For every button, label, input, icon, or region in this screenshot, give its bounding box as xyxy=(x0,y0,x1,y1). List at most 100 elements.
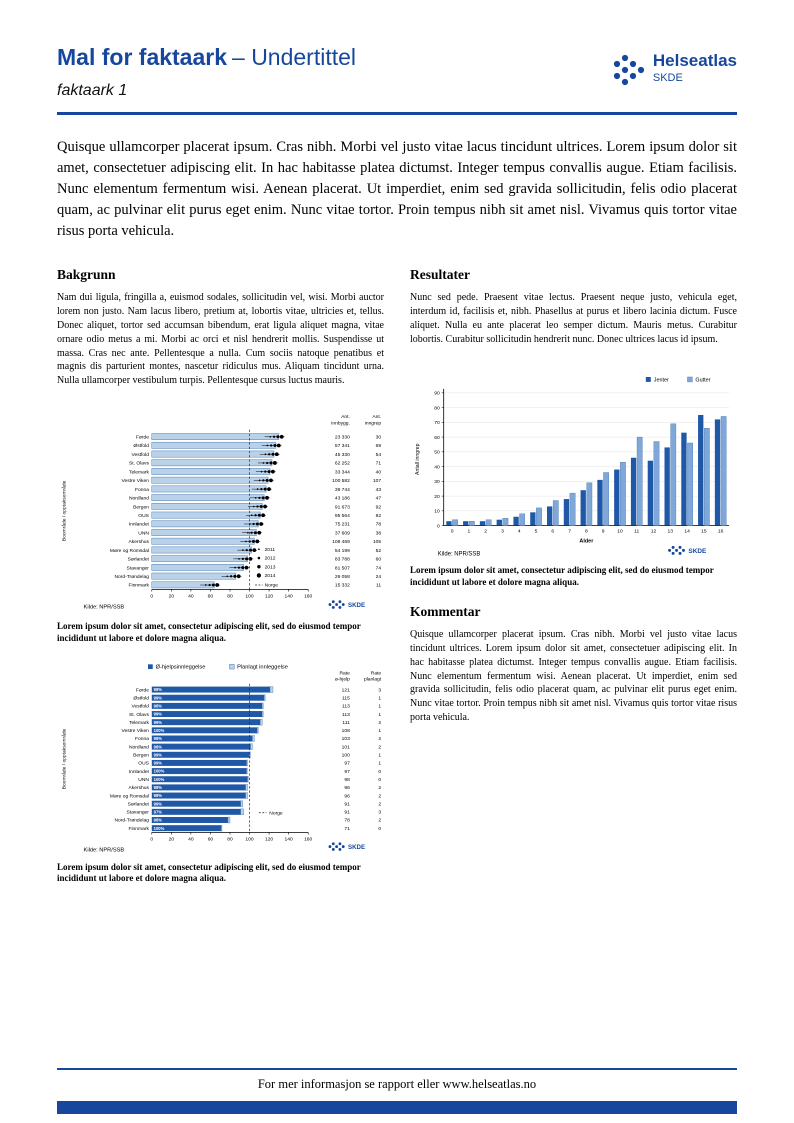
svg-text:innbygg.: innbygg. xyxy=(331,420,350,426)
svg-text:100%: 100% xyxy=(154,825,165,830)
svg-text:SKDE: SKDE xyxy=(688,547,707,554)
svg-text:2014: 2014 xyxy=(265,573,276,579)
bakgrunn-paragraph: Nam dui ligula, fringilla a, euismod sod… xyxy=(57,292,384,387)
svg-text:20: 20 xyxy=(434,493,440,499)
svg-text:1: 1 xyxy=(468,528,471,534)
svg-text:St. Olavs: St. Olavs xyxy=(129,711,149,717)
svg-text:10: 10 xyxy=(434,508,440,514)
svg-text:Planlagt innleggelse: Planlagt innleggelse xyxy=(237,664,288,670)
svg-text:0: 0 xyxy=(437,523,440,529)
svg-text:Møre og Romsdal: Møre og Romsdal xyxy=(110,548,149,554)
svg-text:Kilde: NPR/SSB: Kilde: NPR/SSB xyxy=(84,604,125,610)
section-heading-bakgrunn: Bakgrunn xyxy=(57,267,116,283)
svg-text:Førde: Førde xyxy=(136,687,149,693)
svg-text:10: 10 xyxy=(617,528,623,534)
svg-text:16: 16 xyxy=(718,528,724,534)
svg-text:40: 40 xyxy=(188,593,194,599)
svg-text:Nordland: Nordland xyxy=(129,495,149,501)
svg-text:0: 0 xyxy=(150,836,153,842)
svg-text:St. Olavs: St. Olavs xyxy=(129,461,149,467)
svg-text:75 231: 75 231 xyxy=(335,522,350,528)
svg-text:160: 160 xyxy=(304,836,312,842)
svg-text:43 186: 43 186 xyxy=(335,495,350,501)
svg-text:160: 160 xyxy=(304,593,312,599)
svg-text:57 341: 57 341 xyxy=(335,443,350,449)
svg-text:UNN: UNN xyxy=(138,530,149,536)
svg-text:97: 97 xyxy=(344,760,350,766)
svg-text:74: 74 xyxy=(376,565,382,571)
innleggelser-chart-svg: Ø-hjelpsinnleggelse Planlagt innleggelse B… xyxy=(61,663,382,853)
svg-text:Rate: Rate xyxy=(339,670,350,676)
svg-text:Vestfold: Vestfold xyxy=(131,703,149,709)
svg-text:Møre og Romsdal: Møre og Romsdal xyxy=(110,793,149,799)
svg-text:43: 43 xyxy=(376,487,382,493)
svg-text:Alder: Alder xyxy=(579,538,594,544)
svg-text:Akershus: Akershus xyxy=(128,539,149,545)
svg-text:SKDE: SKDE xyxy=(348,844,365,851)
svg-text:80: 80 xyxy=(227,836,233,842)
svg-text:98%: 98% xyxy=(154,736,163,741)
svg-text:Jenter: Jenter xyxy=(654,377,669,383)
svg-text:30: 30 xyxy=(376,434,382,440)
svg-text:Østfold: Østfold xyxy=(133,695,149,701)
svg-text:Sørlandet: Sørlandet xyxy=(128,801,150,807)
svg-text:UNN: UNN xyxy=(138,777,149,783)
right-column: Resultater Nunc sed pede. Praesent vitae… xyxy=(410,267,737,885)
svg-text:105: 105 xyxy=(373,539,381,545)
svg-text:2: 2 xyxy=(378,785,381,791)
svg-text:103: 103 xyxy=(342,736,350,742)
svg-text:11: 11 xyxy=(634,528,639,534)
svg-text:98%: 98% xyxy=(154,817,163,822)
svg-text:100%: 100% xyxy=(154,776,165,781)
chart3-caption: Lorem ipsum dolor sit amet, consectetur … xyxy=(410,564,714,587)
svg-text:140: 140 xyxy=(285,836,293,842)
svg-text:100 582: 100 582 xyxy=(332,478,350,484)
svg-text:8: 8 xyxy=(585,528,588,534)
svg-text:Sørlandet: Sørlandet xyxy=(128,557,150,563)
svg-text:40: 40 xyxy=(434,464,440,470)
svg-text:71: 71 xyxy=(376,461,382,467)
kommentar-paragraph: Quisque ullamcorper placerat ipsum. Cras… xyxy=(410,629,737,723)
svg-text:24: 24 xyxy=(376,574,382,580)
svg-text:120: 120 xyxy=(265,593,273,599)
svg-text:99%: 99% xyxy=(154,719,163,724)
svg-text:99%: 99% xyxy=(154,695,163,700)
svg-text:Bergen: Bergen xyxy=(133,752,149,758)
svg-text:1: 1 xyxy=(378,752,381,758)
svg-text:113: 113 xyxy=(342,703,350,709)
svg-text:Ant.: Ant. xyxy=(341,414,350,420)
left-column: Bakgrunn Nam dui ligula, fringilla a, eu… xyxy=(57,267,384,885)
svg-text:107: 107 xyxy=(373,478,381,484)
svg-text:OUS: OUS xyxy=(138,760,149,766)
svg-text:15: 15 xyxy=(701,528,707,534)
svg-text:15 332: 15 332 xyxy=(335,583,350,589)
svg-text:60: 60 xyxy=(208,593,214,599)
svg-text:Telemark: Telemark xyxy=(129,469,149,475)
svg-text:98%: 98% xyxy=(154,703,163,708)
svg-text:20: 20 xyxy=(169,836,175,842)
svg-text:100%: 100% xyxy=(154,728,165,733)
svg-text:Fonna: Fonna xyxy=(135,736,149,742)
svg-text:0: 0 xyxy=(378,777,381,783)
svg-text:91 673: 91 673 xyxy=(335,504,350,510)
svg-text:30: 30 xyxy=(434,479,440,485)
svg-text:0: 0 xyxy=(451,528,454,534)
svg-text:108: 108 xyxy=(342,728,350,734)
svg-text:82: 82 xyxy=(376,513,382,519)
svg-text:Telemark: Telemark xyxy=(129,720,149,726)
svg-text:Vestre Viken: Vestre Viken xyxy=(121,478,149,484)
svg-text:Nordland: Nordland xyxy=(129,744,149,750)
svg-text:Nord-Trøndelag: Nord-Trøndelag xyxy=(114,817,149,823)
resultater-paragraph: Nunc sed pede. Praesent vitae lectus. Pr… xyxy=(410,292,737,345)
svg-text:12: 12 xyxy=(651,528,657,534)
svg-text:92: 92 xyxy=(376,504,382,510)
helseatlas-logo-icon xyxy=(613,54,644,86)
svg-text:9: 9 xyxy=(602,528,605,534)
svg-text:Vestre Viken: Vestre Viken xyxy=(121,728,149,734)
svg-text:91: 91 xyxy=(344,809,350,815)
svg-text:70: 70 xyxy=(434,420,440,426)
chart-alder: Jenter Gutter 0 10 20 30 40 50 60 70 80 90 0 1 2 3 4 5 6 7 8… xyxy=(410,375,737,561)
svg-text:111: 111 xyxy=(342,720,350,726)
svg-text:100: 100 xyxy=(245,836,253,842)
